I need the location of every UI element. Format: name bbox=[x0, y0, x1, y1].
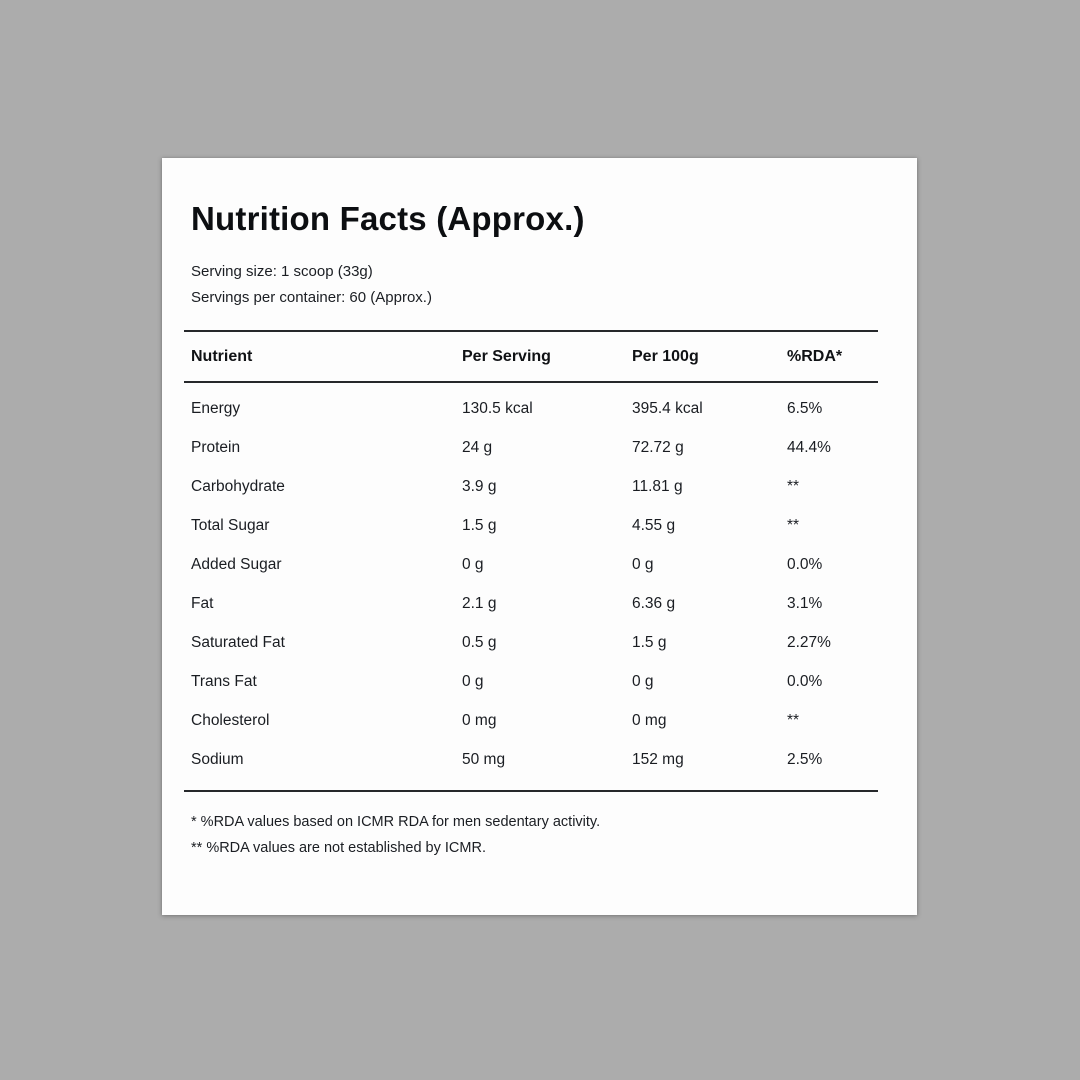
rda-value: 3.1% bbox=[787, 594, 823, 612]
rda-value: ** bbox=[787, 711, 800, 729]
table-row: Trans Fat 0 g 0 g 0.0% bbox=[184, 662, 878, 701]
per-serving-value: 3.9 g bbox=[462, 477, 497, 495]
table-row: Total Sugar 1.5 g 4.55 g ** bbox=[184, 506, 878, 545]
per-100g-value: 152 mg bbox=[632, 750, 684, 768]
nutrient-name: Sodium bbox=[191, 750, 244, 768]
table-row: Sodium 50 mg 152 mg 2.5% bbox=[184, 740, 878, 779]
servings-per-container-text: Servings per container: 60 (Approx.) bbox=[191, 289, 432, 306]
per-100g-value: 72.72 g bbox=[632, 438, 684, 456]
table-row: Fat 2.1 g 6.36 g 3.1% bbox=[184, 584, 878, 623]
page-title: Nutrition Facts (Approx.) bbox=[191, 200, 585, 237]
per-100g-value: 0 g bbox=[632, 672, 654, 690]
column-header-per-serving: Per Serving bbox=[462, 347, 551, 365]
rda-value: 0.0% bbox=[787, 672, 823, 690]
table-body: Energy 130.5 kcal 395.4 kcal 6.5% Protein 24 … bbox=[184, 383, 878, 792]
rda-value: 2.27% bbox=[787, 633, 831, 651]
per-serving-value: 24 g bbox=[462, 438, 493, 456]
table-row: Protein 24 g 72.72 g 44.4% bbox=[184, 428, 878, 467]
per-100g-value: 11.81 g bbox=[632, 477, 683, 495]
footnote-rda-not-established: ** %RDA values are not established by IC… bbox=[191, 840, 486, 856]
table-row: Carbohydrate 3.9 g 11.81 g ** bbox=[184, 467, 878, 506]
column-header-rda: %RDA* bbox=[787, 347, 843, 365]
nutrient-name: Saturated Fat bbox=[191, 633, 285, 651]
per-serving-value: 0 g bbox=[462, 672, 484, 690]
nutrient-name: Cholesterol bbox=[191, 711, 270, 729]
per-100g-value: 1.5 g bbox=[632, 633, 667, 651]
per-serving-value: 130.5 kcal bbox=[462, 399, 533, 417]
rda-value: 44.4% bbox=[787, 438, 831, 456]
per-serving-value: 2.1 g bbox=[462, 594, 497, 612]
nutrition-facts-card: Nutrition Facts (Approx.) Serving size: … bbox=[162, 158, 917, 915]
table-row: Energy 130.5 kcal 395.4 kcal 6.5% bbox=[184, 389, 878, 428]
nutrient-name: Trans Fat bbox=[191, 672, 257, 690]
nutrient-name: Protein bbox=[191, 438, 241, 456]
per-serving-value: 0 g bbox=[462, 555, 484, 573]
nutrient-name: Fat bbox=[191, 594, 214, 612]
per-serving-value: 0 mg bbox=[462, 711, 497, 729]
table-row: Saturated Fat 0.5 g 1.5 g 2.27% bbox=[184, 623, 878, 662]
table-row: Added Sugar 0 g 0 g 0.0% bbox=[184, 545, 878, 584]
per-100g-value: 0 mg bbox=[632, 711, 667, 729]
table-row: Cholesterol 0 mg 0 mg ** bbox=[184, 701, 878, 740]
column-header-per-100g: Per 100g bbox=[632, 347, 699, 365]
nutrient-name: Total Sugar bbox=[191, 516, 270, 534]
column-header-nutrient: Nutrient bbox=[191, 347, 253, 365]
per-100g-value: 4.55 g bbox=[632, 516, 676, 534]
per-serving-value: 1.5 g bbox=[462, 516, 497, 534]
nutrition-table: Nutrient Per Serving Per 100g %RDA* Ener… bbox=[184, 330, 878, 792]
serving-size-text: Serving size: 1 scoop (33g) bbox=[191, 263, 373, 280]
footnote-rda-basis: * %RDA values based on ICMR RDA for men … bbox=[191, 814, 601, 830]
nutrient-name: Energy bbox=[191, 399, 241, 417]
nutrient-name: Carbohydrate bbox=[191, 477, 285, 495]
per-serving-value: 0.5 g bbox=[462, 633, 497, 651]
rda-value: 0.0% bbox=[787, 555, 823, 573]
rda-value: ** bbox=[787, 516, 800, 534]
per-100g-value: 6.36 g bbox=[632, 594, 676, 612]
rda-value: ** bbox=[787, 477, 800, 495]
rda-value: 6.5% bbox=[787, 399, 823, 417]
per-serving-value: 50 mg bbox=[462, 750, 506, 768]
per-100g-value: 0 g bbox=[632, 555, 654, 573]
nutrient-name: Added Sugar bbox=[191, 555, 282, 573]
rda-value: 2.5% bbox=[787, 750, 823, 768]
table-header-row: Nutrient Per Serving Per 100g %RDA* bbox=[184, 330, 878, 383]
per-100g-value: 395.4 kcal bbox=[632, 399, 703, 417]
